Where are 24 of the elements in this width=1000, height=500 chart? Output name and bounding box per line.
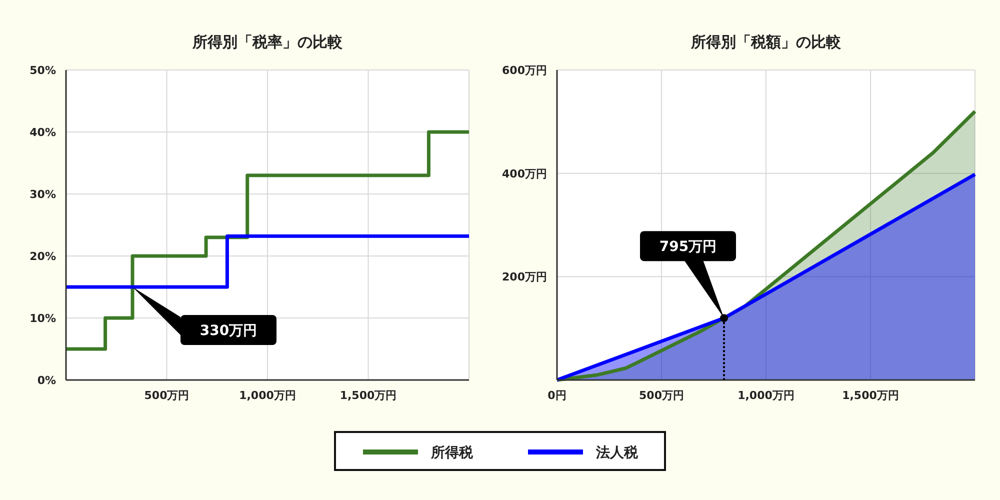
chart-title: 所得別「税率」の比較 <box>192 33 344 51</box>
x-tick-label: 1,500万円 <box>340 389 397 402</box>
x-tick-label: 0円 <box>548 389 566 402</box>
callout: 795万円 <box>640 231 736 380</box>
x-tick-label: 500万円 <box>144 389 190 402</box>
x-tick-label: 1,500万円 <box>842 389 899 402</box>
y-tick-label: 40% <box>30 126 56 139</box>
x-tick-label: 500万円 <box>639 389 684 402</box>
y-tick-label: 30% <box>30 188 56 201</box>
legend-label: 所得税 <box>430 444 474 461</box>
y-tick-label: 600万円 <box>502 64 547 77</box>
callout: 330万円 <box>132 287 276 345</box>
x-tick-label: 1,000万円 <box>738 389 794 402</box>
annotation: 330万円 <box>200 323 258 339</box>
y-tick-label: 400万円 <box>502 167 547 180</box>
y-tick-label: 20% <box>30 250 56 263</box>
chart-title: 所得別「税額」の比較 <box>690 33 842 51</box>
legend-label: 法人税 <box>595 444 639 461</box>
annotation: 795万円 <box>659 239 717 256</box>
y-tick-label: 10% <box>30 312 56 325</box>
y-tick-label: 50% <box>30 64 56 77</box>
x-tick-label: 1,000万円 <box>239 389 296 402</box>
y-tick-label: 200万円 <box>502 270 547 284</box>
y-tick-label: 0% <box>37 374 56 387</box>
